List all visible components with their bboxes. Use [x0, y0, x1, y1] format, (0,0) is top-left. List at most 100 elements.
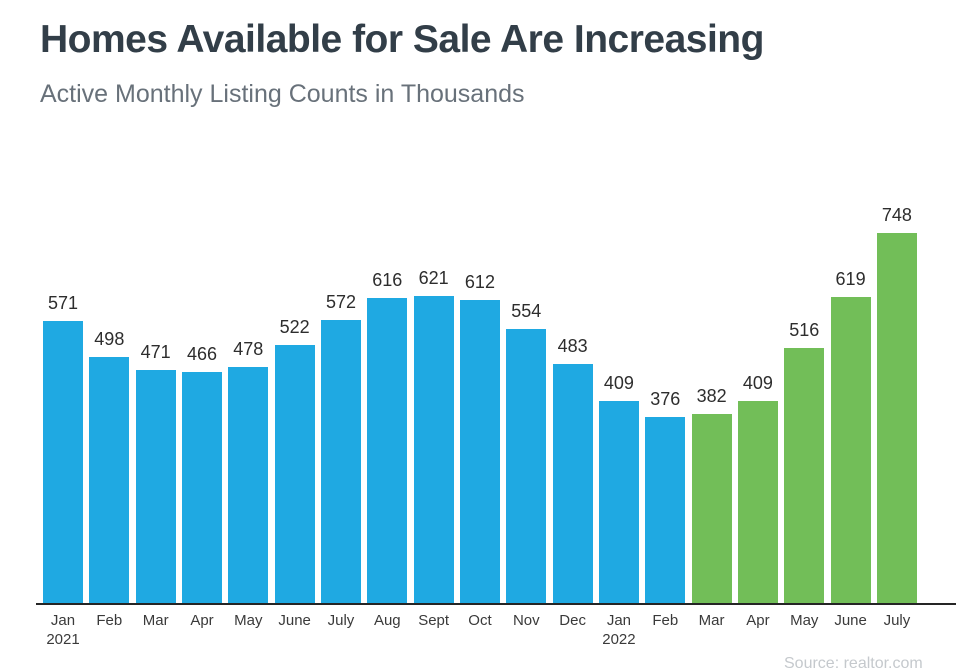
x-axis-month: Apr: [190, 612, 214, 629]
bar: [43, 321, 83, 603]
bar: [413, 296, 454, 603]
bar-value-label: 616: [372, 270, 403, 290]
bar-group: 619: [830, 269, 871, 603]
bar-value-label: 748: [881, 205, 912, 225]
x-axis-label: Nov: [506, 611, 546, 649]
x-axis-label: June: [831, 611, 871, 649]
x-axis-label: May: [784, 611, 824, 649]
bar-value-label: 621: [418, 268, 449, 288]
bar-value-label: 466: [186, 344, 217, 364]
x-axis-label: Aug: [367, 611, 407, 649]
bar: [459, 300, 500, 603]
bar-group: 478: [228, 339, 269, 603]
x-axis-label: June: [275, 611, 315, 649]
bar: [552, 364, 593, 603]
x-axis-year: 2022: [602, 631, 636, 648]
bar: [830, 297, 871, 603]
x-axis-month: July: [883, 612, 911, 629]
bar-value-label: 522: [279, 317, 310, 337]
x-axis-month: June: [278, 612, 311, 629]
x-axis-month: Feb: [96, 612, 123, 629]
bar-value-label: 471: [140, 342, 171, 362]
bar-group: 748: [876, 205, 917, 603]
x-axis-month: May: [234, 612, 263, 629]
bar-value-label: 382: [696, 386, 727, 406]
bar-group: 572: [320, 292, 361, 603]
bar-group: 409: [737, 373, 778, 603]
bar: [645, 417, 686, 603]
x-axis-month: Apr: [746, 612, 770, 629]
x-axis-label: Feb: [89, 611, 129, 649]
x-axis-month: Jan: [50, 612, 76, 629]
bar: [89, 357, 130, 603]
x-axis-month: Oct: [468, 612, 492, 629]
source-attribution: Source: realtor.com: [784, 655, 923, 672]
bar-value-label: 478: [233, 339, 264, 359]
bar: [737, 401, 778, 603]
x-axis-month: Mar: [698, 612, 725, 629]
bar-value-label: 409: [742, 373, 773, 393]
bar-value-label: 612: [464, 272, 495, 292]
bar-group: 554: [506, 301, 547, 603]
x-axis-label: Oct: [460, 611, 500, 649]
bar-group: 516: [784, 320, 825, 603]
bar: [320, 320, 361, 603]
bar-group: 522: [274, 317, 315, 603]
x-axis-label: Mar: [136, 611, 176, 649]
bar-value-label: 498: [94, 329, 125, 349]
bar-group: 621: [413, 268, 454, 603]
bar-value-label: 376: [650, 389, 681, 409]
bar-group: 498: [89, 329, 130, 603]
bar-group: 483: [552, 336, 593, 603]
bar-value-label: 619: [835, 269, 866, 289]
bar: [876, 233, 917, 603]
x-axis-label: Jan 2021: [43, 611, 83, 649]
x-axis-label: July: [877, 611, 917, 649]
x-axis-labels: Jan 2021 Feb Mar Apr May June July Aug Sept Oct Nov…: [43, 611, 917, 649]
bar-group: 616: [367, 270, 408, 603]
x-axis-month: July: [327, 612, 355, 629]
x-axis-month: Jan: [606, 612, 632, 629]
x-axis-label: Jan 2022: [599, 611, 639, 649]
bar: [181, 372, 222, 603]
bar: [506, 329, 547, 603]
x-axis-month: May: [790, 612, 819, 629]
bar-group: 471: [135, 342, 176, 603]
chart-title: Homes Available for Sale Are Increasing: [40, 18, 764, 61]
x-axis-month: Sept: [418, 612, 450, 629]
chart-subtitle: Active Monthly Listing Counts in Thousan…: [40, 80, 525, 108]
bar: [135, 370, 176, 603]
bars-row: 571 498 471 466 478 522 572 616 621 612 554 483 409 3…: [43, 203, 917, 603]
bar-group: 466: [181, 344, 222, 603]
bar-group: 612: [459, 272, 500, 603]
bar-group: 376: [645, 389, 686, 603]
bar-value-label: 572: [325, 292, 356, 312]
x-axis-month: Dec: [559, 612, 586, 629]
x-axis-label: May: [228, 611, 268, 649]
bar-value-label: 483: [557, 336, 588, 356]
bar-value-label: 409: [603, 373, 634, 393]
x-axis-year: 2021: [46, 631, 80, 648]
bar-value-label: 571: [47, 293, 79, 313]
x-axis-label: Mar: [692, 611, 732, 649]
bar-group: 571: [43, 293, 83, 603]
x-axis-month: Mar: [142, 612, 169, 629]
x-axis-month: Aug: [373, 612, 401, 629]
bar-value-label: 516: [789, 320, 820, 340]
bar: [691, 414, 732, 603]
x-axis-label: Apr: [182, 611, 222, 649]
x-axis-label: Dec: [553, 611, 593, 649]
bar: [228, 367, 269, 603]
bar-group: 409: [598, 373, 639, 603]
x-axis-label: Sept: [414, 611, 454, 649]
x-axis-month: Feb: [652, 612, 679, 629]
x-axis-label: Feb: [645, 611, 685, 649]
bar: [784, 348, 825, 603]
bar: [274, 345, 315, 603]
x-axis-month: Nov: [512, 612, 540, 629]
x-axis-month: June: [834, 612, 867, 629]
bar-group: 382: [691, 386, 732, 603]
bar-value-label: 554: [511, 301, 542, 321]
x-axis-label: July: [321, 611, 361, 649]
